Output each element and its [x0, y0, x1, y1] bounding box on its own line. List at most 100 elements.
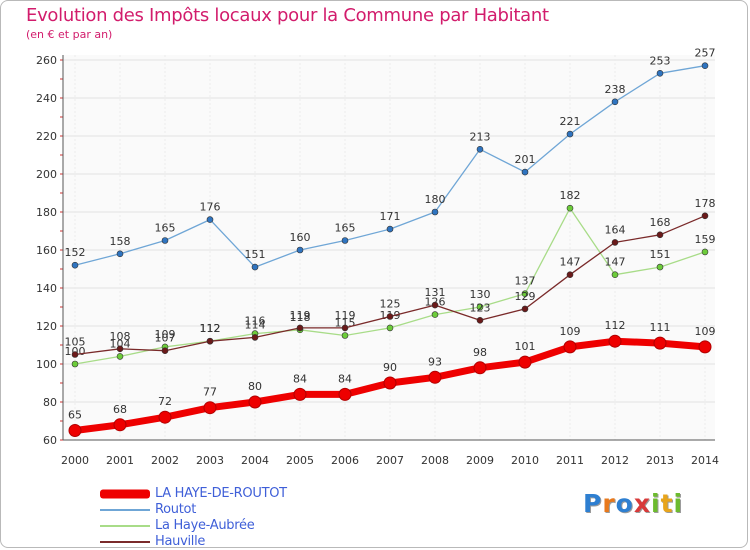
logo-letter: x: [633, 489, 651, 518]
y-tick-label: 160: [36, 244, 57, 257]
data-label-la-haye-aubree: 112: [200, 322, 221, 335]
x-tick-label: 2011: [556, 454, 584, 467]
legend-swatch-la-haye-aubree: [100, 525, 150, 527]
data-label-routot: 158: [110, 235, 131, 248]
data-label-routot: 151: [245, 248, 266, 261]
x-tick-label: 2006: [331, 454, 359, 467]
x-tick-label: 2010: [511, 454, 539, 467]
legend-swatch-hauville: [100, 541, 150, 543]
data-label-la-haye-aubree: 147: [605, 256, 626, 269]
data-label-la-haye-aubree: 182: [560, 189, 581, 202]
data-label-hauville: 123: [470, 301, 491, 314]
data-label-la-haye-aubree: 109: [155, 328, 176, 341]
x-tick-label: 2004: [241, 454, 269, 467]
data-point-hauville: [566, 271, 574, 279]
data-label-routot: 171: [380, 210, 401, 223]
data-label-la-haye-de-routot: 112: [605, 319, 626, 332]
data-label-la-haye-aubree: 118: [290, 311, 311, 324]
data-label-la-haye-de-routot: 90: [383, 361, 397, 374]
x-tick-label: 2007: [376, 454, 404, 467]
data-point-la-haye-de-routot: [113, 418, 127, 432]
x-tick-label: 2012: [601, 454, 629, 467]
data-label-la-haye-de-routot: 98: [473, 346, 487, 359]
data-label-la-haye-de-routot: 80: [248, 380, 262, 393]
data-point-hauville: [656, 231, 664, 239]
data-label-la-haye-aubree: 151: [650, 248, 671, 261]
data-point-routot: [296, 246, 304, 254]
data-point-routot: [521, 168, 529, 176]
data-label-la-haye-de-routot: 84: [338, 372, 352, 385]
chart-title: Evolution des Impôts locaux pour la Comm…: [26, 5, 549, 26]
data-point-hauville: [611, 239, 619, 246]
data-label-routot: 165: [335, 222, 356, 235]
data-point-hauville: [701, 212, 709, 220]
data-label-la-haye-aubree: 159: [695, 233, 716, 246]
data-point-la-haye-aubree: [521, 290, 529, 298]
data-label-la-haye-de-routot: 109: [560, 325, 581, 338]
data-point-la-haye-aubree: [116, 353, 124, 360]
data-label-routot: 253: [650, 54, 671, 67]
data-point-routot: [251, 263, 259, 271]
logo-letter: o: [615, 489, 634, 518]
y-tick-label: 260: [36, 54, 57, 67]
data-label-la-haye-aubree: 137: [515, 275, 536, 288]
data-label-la-haye-aubree: 130: [470, 288, 491, 301]
data-point-la-haye-aubree: [656, 263, 664, 271]
data-label-la-haye-de-routot: 68: [113, 403, 127, 416]
y-tick-label: 240: [36, 92, 57, 105]
data-point-la-haye-aubree: [386, 324, 394, 332]
data-label-routot: 201: [515, 153, 536, 166]
data-point-la-haye-aubree: [341, 332, 349, 339]
data-point-la-haye-aubree: [431, 311, 439, 318]
data-label-routot: 238: [605, 83, 626, 96]
legend-label-la-haye-aubree: La Haye-Aubrée: [155, 518, 255, 533]
y-tick-label: 180: [36, 206, 57, 219]
data-point-routot: [161, 237, 169, 244]
data-point-hauville: [206, 337, 214, 345]
data-label-la-haye-de-routot: 65: [68, 409, 82, 422]
data-point-hauville: [476, 316, 484, 324]
data-point-la-haye-de-routot: [158, 410, 172, 424]
y-tick-label: 120: [36, 320, 57, 333]
data-point-routot: [701, 62, 709, 69]
data-point-la-haye-de-routot: [383, 376, 397, 390]
data-label-routot: 180: [425, 193, 446, 206]
logo-letter: i: [651, 489, 661, 518]
x-tick-label: 2003: [196, 454, 224, 467]
data-point-hauville: [386, 313, 394, 320]
data-point-hauville: [71, 351, 79, 358]
data-label-hauville: 129: [515, 290, 536, 303]
data-point-routot: [71, 261, 79, 269]
x-tick-label: 2009: [466, 454, 494, 467]
data-label-hauville: 168: [650, 216, 671, 229]
data-point-la-haye-de-routot: [518, 355, 532, 369]
data-label-la-haye-de-routot: 84: [293, 372, 307, 385]
data-point-routot: [566, 130, 574, 138]
data-point-routot: [431, 208, 439, 216]
logo-letter: P: [583, 489, 603, 518]
data-point-la-haye-aubree: [701, 248, 709, 256]
data-label-routot: 165: [155, 222, 176, 235]
y-tick-label: 80: [43, 396, 57, 409]
x-tick-label: 2005: [286, 454, 314, 467]
x-tick-label: 2008: [421, 454, 449, 467]
data-point-la-haye-aubree: [476, 303, 484, 311]
data-label-hauville: 164: [605, 223, 626, 236]
x-tick-label: 2014: [691, 454, 719, 467]
chart-subtitle: (en € et par an): [26, 28, 113, 41]
data-label-la-haye-de-routot: 111: [650, 321, 671, 334]
data-point-hauville: [251, 334, 259, 341]
data-point-hauville: [431, 301, 439, 309]
data-point-la-haye-de-routot: [428, 370, 442, 384]
data-point-routot: [116, 250, 124, 258]
data-label-la-haye-aubree: 104: [110, 337, 131, 350]
data-label-hauville: 112: [200, 322, 221, 335]
legend-swatch-routot: [100, 509, 150, 511]
plot-area: [63, 55, 715, 440]
data-label-la-haye-de-routot: 109: [695, 325, 716, 338]
data-point-la-haye-de-routot: [698, 340, 712, 354]
y-tick-label: 100: [36, 358, 57, 371]
data-point-hauville: [296, 324, 304, 332]
data-label-hauville: 119: [290, 309, 311, 322]
data-point-hauville: [161, 347, 169, 355]
